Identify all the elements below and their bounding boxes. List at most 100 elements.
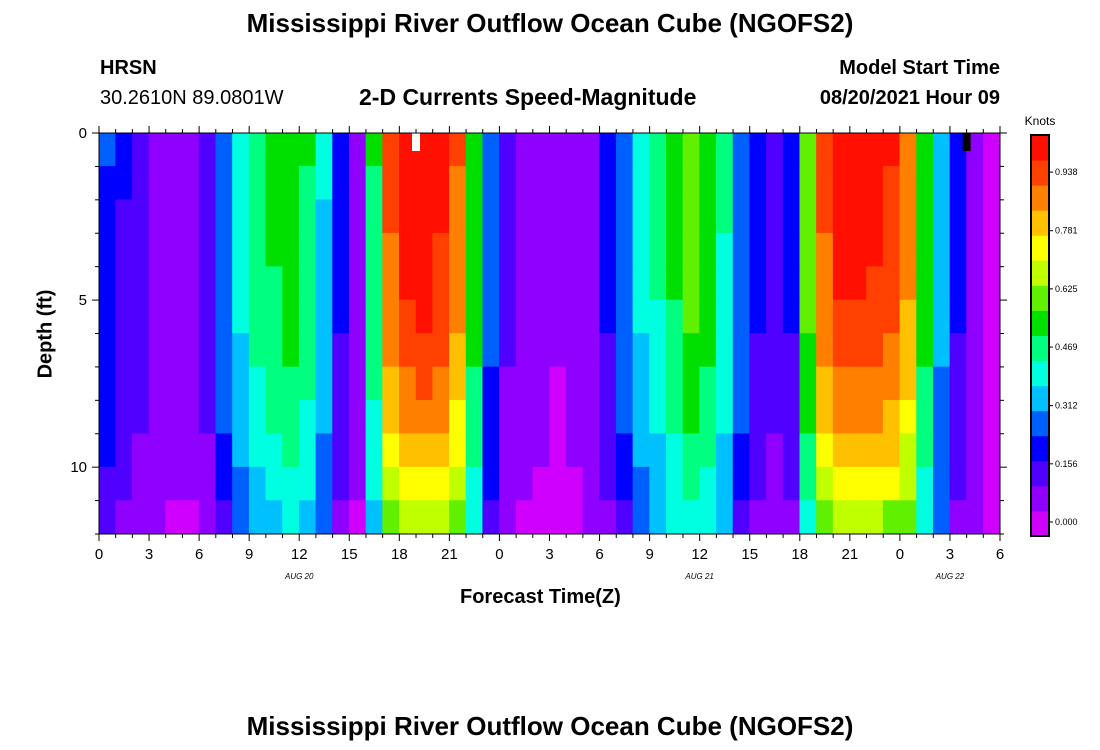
heatmap-cell xyxy=(515,199,534,234)
heatmap-cell xyxy=(649,132,667,167)
heatmap-cell xyxy=(882,366,901,401)
heatmap-cell xyxy=(332,500,350,535)
heatmap-cell xyxy=(966,433,984,468)
heatmap-cell xyxy=(449,366,467,401)
heatmap-cell xyxy=(365,500,383,535)
heatmap-cell xyxy=(565,299,584,334)
heatmap-cell xyxy=(482,166,500,201)
heatmap-cell xyxy=(198,366,217,401)
heatmap-cell xyxy=(432,500,450,535)
heatmap-cell xyxy=(849,500,867,535)
heatmap-cell xyxy=(132,232,150,267)
heatmap-cell xyxy=(749,299,767,334)
heatmap-cell xyxy=(615,132,634,167)
heatmap-cell xyxy=(298,466,317,501)
heatmap-cell xyxy=(399,366,417,401)
heatmap-cell xyxy=(849,199,867,234)
heatmap-cell xyxy=(582,199,600,234)
x-tick-label: 3 xyxy=(946,546,954,563)
heatmap-cell xyxy=(882,500,901,535)
heatmap-cell xyxy=(816,466,834,501)
heatmap-cell xyxy=(348,400,367,435)
heatmap-cell xyxy=(899,466,917,501)
heatmap-cell xyxy=(632,333,650,368)
heatmap-cell xyxy=(632,199,650,234)
heatmap-cell xyxy=(966,400,984,435)
heatmap-cell xyxy=(165,400,183,435)
heatmap-cell xyxy=(666,366,684,401)
heatmap-cell xyxy=(449,333,467,368)
heatmap-cell xyxy=(232,500,250,535)
heatmap-cell xyxy=(282,266,300,301)
heatmap-cell xyxy=(615,199,634,234)
heatmap-cell xyxy=(115,400,133,435)
heatmap-cell xyxy=(749,266,767,301)
heatmap-cell xyxy=(465,500,484,535)
heatmap-cell xyxy=(766,366,784,401)
heatmap-cell xyxy=(98,132,116,167)
heatmap-cell xyxy=(599,166,617,201)
heatmap-cell xyxy=(115,166,133,201)
heatmap-cell xyxy=(716,266,734,301)
heatmap-cell xyxy=(615,166,634,201)
heatmap-cell xyxy=(265,400,283,435)
heatmap-cell xyxy=(365,400,383,435)
heatmap-cell xyxy=(399,333,417,368)
heatmap-cell xyxy=(782,433,801,468)
heatmap-cell xyxy=(983,466,1001,501)
heatmap-cell xyxy=(365,366,383,401)
heatmap-cell xyxy=(315,433,333,468)
heatmap-cell xyxy=(682,500,700,535)
heatmap-cell xyxy=(816,299,834,334)
heatmap-cell xyxy=(248,299,267,334)
heatmap-cell xyxy=(732,400,751,435)
heatmap-cell xyxy=(132,199,150,234)
heatmap-cell xyxy=(532,500,550,535)
heatmap-cell xyxy=(799,232,817,267)
heatmap-cell xyxy=(983,132,1001,167)
heatmap-cell xyxy=(966,132,984,167)
heatmap-cell xyxy=(899,166,917,201)
heatmap-cell xyxy=(749,166,767,201)
heatmap-cell xyxy=(816,132,834,167)
heatmap-cell xyxy=(682,366,700,401)
heatmap-cell xyxy=(799,466,817,501)
heatmap-cell xyxy=(148,366,167,401)
heatmap-cell xyxy=(682,266,700,301)
heatmap-cell xyxy=(799,333,817,368)
heatmap-cell xyxy=(966,500,984,535)
heatmap-cell xyxy=(499,366,517,401)
heatmap-cell xyxy=(315,199,333,234)
heatmap-cell xyxy=(298,433,317,468)
heatmap-cell xyxy=(849,232,867,267)
heatmap-cell xyxy=(832,199,851,234)
heatmap-cell xyxy=(165,232,183,267)
heatmap-cell xyxy=(232,166,250,201)
heatmap-cell xyxy=(816,333,834,368)
heatmap-cell xyxy=(382,466,400,501)
heatmap-cell xyxy=(365,299,383,334)
heatmap-cell xyxy=(282,366,300,401)
heatmap-cell xyxy=(766,433,784,468)
heatmap-cell xyxy=(182,333,200,368)
station-coords: 30.2610N 89.0801W xyxy=(100,87,284,109)
heatmap-cell xyxy=(699,333,717,368)
heatmap-cell xyxy=(399,400,417,435)
heatmap-cell xyxy=(682,232,700,267)
heatmap-cell xyxy=(415,433,434,468)
colorbar-tick-label: 0.781 xyxy=(1055,226,1078,236)
heatmap-cell xyxy=(215,500,233,535)
heatmap-cell xyxy=(465,299,484,334)
colorbar-segment xyxy=(1031,185,1049,211)
colorbar-segment xyxy=(1031,285,1049,311)
footer-title: Mississippi River Outflow Ocean Cube (NG… xyxy=(246,711,854,741)
heatmap-cell xyxy=(916,466,934,501)
heatmap-cell xyxy=(649,266,667,301)
heatmap-cell xyxy=(165,132,183,167)
heatmap-cell xyxy=(849,433,867,468)
heatmap-cell xyxy=(766,232,784,267)
heatmap-cell xyxy=(732,266,751,301)
heatmap-cell xyxy=(565,400,584,435)
heatmap-cell xyxy=(298,166,317,201)
